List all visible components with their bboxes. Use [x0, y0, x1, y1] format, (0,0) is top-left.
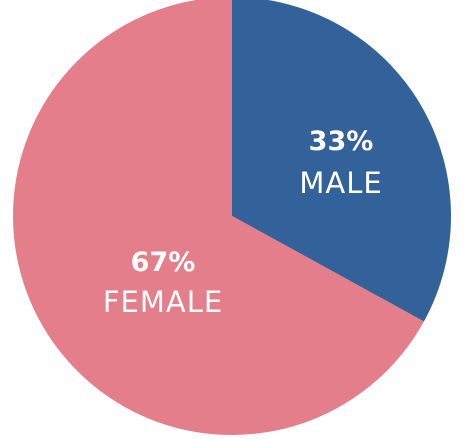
male-percent-label: 33% — [309, 126, 374, 157]
male-category-label: MALE — [299, 166, 382, 200]
pie-slice-male — [232, 0, 451, 322]
female-percent-label: 67% — [131, 247, 196, 278]
pie-slices — [12, 0, 451, 435]
pie-slice-female — [12, 0, 424, 435]
female-category-label: FEMALE — [103, 285, 223, 319]
pie-labels: 33% MALE 67% FEMALE — [103, 126, 382, 319]
